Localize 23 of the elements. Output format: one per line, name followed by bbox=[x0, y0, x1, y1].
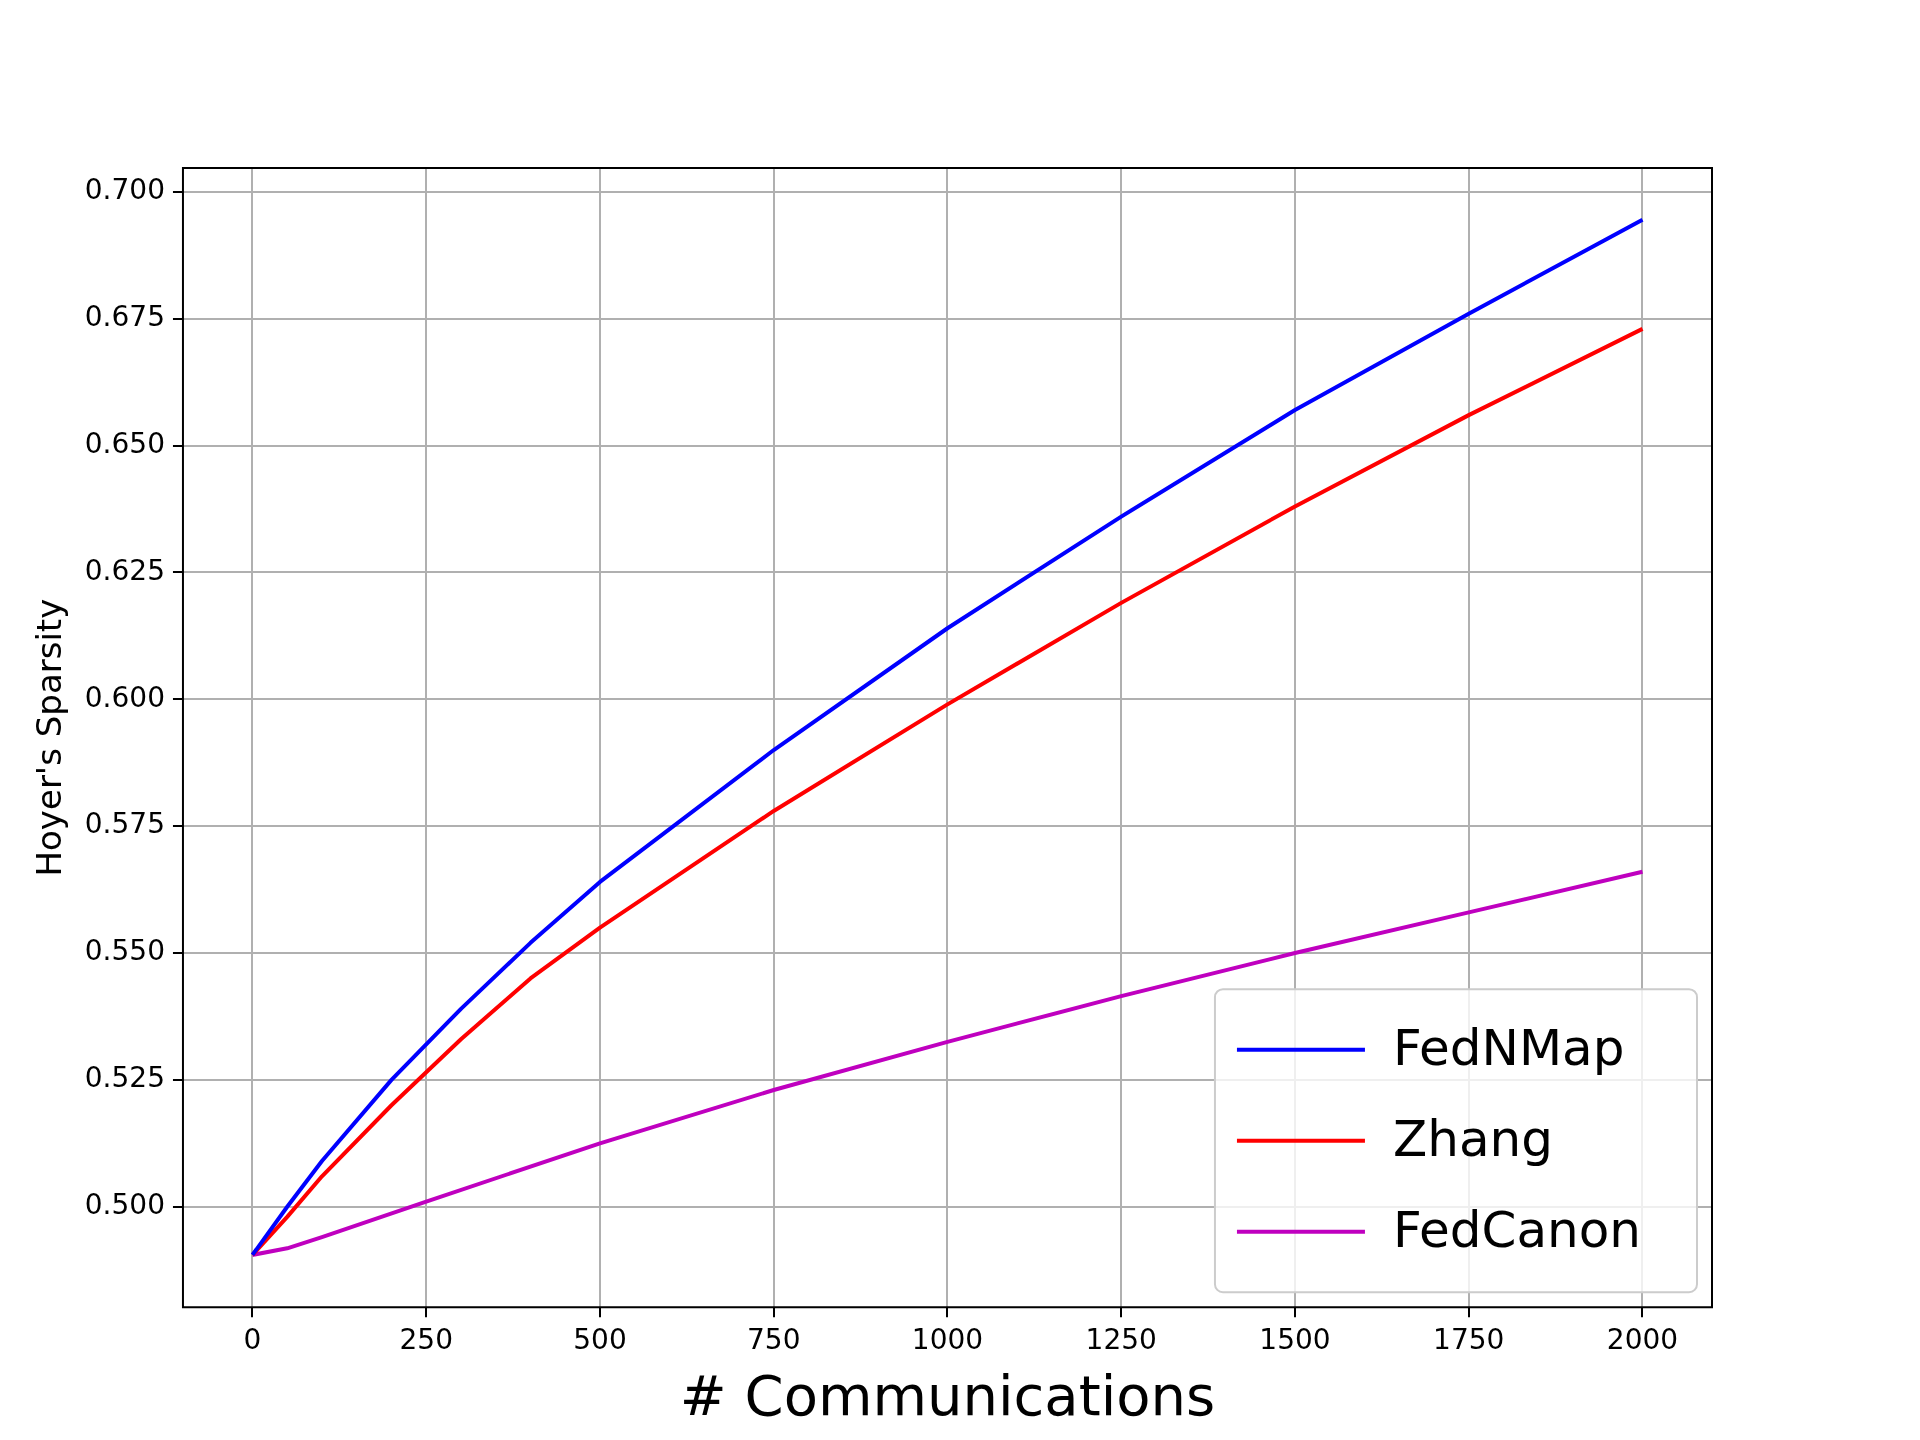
y-tick-label: 0.500 bbox=[84, 1188, 165, 1222]
legend-label: Zhang bbox=[1392, 1109, 1553, 1168]
y-tick-label: 0.625 bbox=[84, 553, 165, 587]
x-tick-label: 1000 bbox=[911, 1323, 984, 1357]
y-tick-label: 0.600 bbox=[84, 680, 165, 714]
legend-label: FedNMap bbox=[1392, 1018, 1625, 1077]
y-tick-label: 0.700 bbox=[84, 173, 165, 207]
legend-label: FedCanon bbox=[1392, 1200, 1641, 1259]
y-axis-title: Hoyer's Sparsity bbox=[29, 598, 70, 877]
y-tick-label: 0.550 bbox=[84, 934, 165, 968]
y-tick-label: 0.575 bbox=[84, 807, 165, 841]
x-tick-label: 1500 bbox=[1259, 1323, 1331, 1357]
x-tick-label: 2000 bbox=[1606, 1323, 1679, 1357]
y-tick-label: 0.675 bbox=[84, 299, 165, 333]
x-tick-label: 250 bbox=[399, 1323, 453, 1357]
x-tick-label: 1250 bbox=[1085, 1323, 1157, 1357]
y-tick-label: 0.650 bbox=[84, 426, 165, 460]
x-tick-label: 0 bbox=[243, 1323, 262, 1357]
x-tick-label: 1750 bbox=[1433, 1323, 1505, 1357]
x-tick-label: 750 bbox=[747, 1323, 801, 1357]
y-tick-label: 0.525 bbox=[84, 1061, 165, 1095]
x-tick-label: 500 bbox=[573, 1323, 627, 1357]
x-axis-title: # Communications bbox=[679, 1362, 1216, 1428]
